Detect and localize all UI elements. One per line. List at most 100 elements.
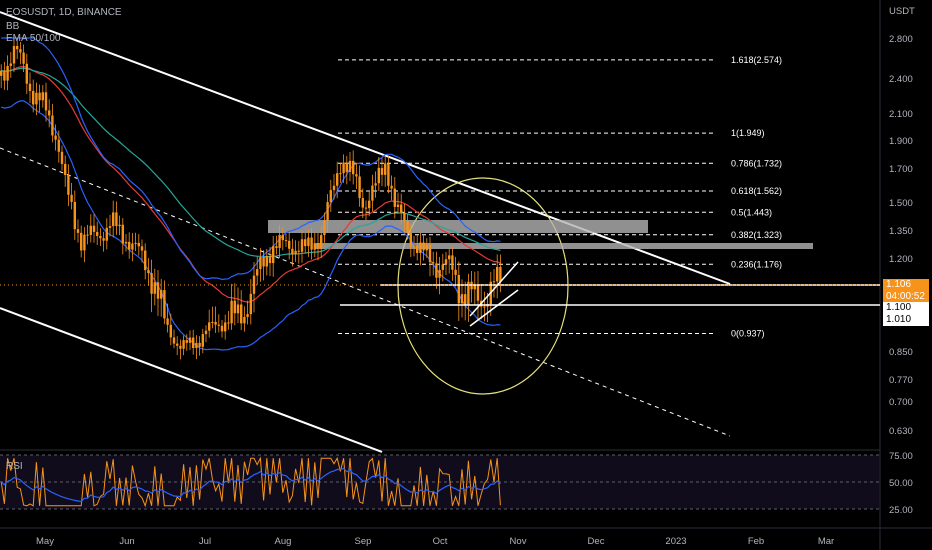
candle-body [310, 237, 313, 250]
candle-body [441, 264, 444, 270]
candle-body [243, 316, 246, 324]
candle-body [25, 63, 28, 84]
candle-body [457, 274, 460, 304]
candle-body [467, 281, 470, 306]
candle-body [342, 162, 345, 174]
rsi-tick-label: 50.00 [889, 478, 913, 489]
fib-level-label: 0(0.937) [731, 328, 765, 338]
candle-body [32, 90, 35, 105]
candle-body [358, 176, 361, 199]
candle-body [300, 239, 304, 252]
candle-body [201, 334, 204, 347]
candle-body [272, 246, 275, 264]
level-tag-1100: 1.100 [883, 302, 929, 314]
currency-label: USDT [889, 6, 915, 17]
candle-body [214, 321, 217, 325]
candle-body [422, 242, 425, 251]
candle-body [262, 257, 265, 267]
candle-body [185, 340, 188, 343]
resistance-zone-1 [268, 220, 648, 233]
candle-body [0, 70, 3, 76]
price-tick-label: 2.400 [889, 74, 913, 85]
candle-body [326, 202, 329, 221]
candle-body [316, 243, 320, 249]
ema100-line [1, 67, 501, 258]
candle-body [160, 290, 163, 299]
candle-body [19, 49, 22, 53]
candle-body [438, 269, 441, 278]
candle-body [432, 262, 435, 264]
price-tick-label: 0.630 [889, 426, 913, 437]
candle-body [217, 324, 220, 326]
candle-body [70, 194, 73, 202]
candle-body [124, 241, 128, 244]
candle-body [252, 275, 256, 294]
ema-legend: EMA 50/100 [6, 33, 61, 44]
time-tick-label: Nov [510, 536, 527, 547]
time-tick-label: Jun [119, 536, 134, 547]
rsi-tick-label: 25.00 [889, 505, 913, 516]
fib-level-label: 0.382(1.323) [731, 230, 782, 240]
candle-body [12, 45, 16, 64]
bb-legend: BB [6, 21, 20, 32]
candle-body [396, 204, 400, 207]
candle-body [492, 281, 496, 283]
candle-body [476, 284, 480, 301]
candle-body [179, 345, 182, 349]
resistance-zone-2 [316, 243, 813, 249]
fib-level-label: 0.618(1.562) [731, 186, 782, 196]
candle-body [473, 284, 476, 290]
price-tick-label: 2.100 [889, 109, 913, 120]
price-tick-label: 1.200 [889, 254, 913, 265]
candle-body [291, 248, 294, 255]
candle-body [163, 290, 166, 319]
candle-body [121, 224, 124, 244]
candle-body [144, 250, 147, 271]
candle-body [390, 185, 393, 189]
price-tick-label: 1.500 [889, 198, 913, 209]
candle-body [3, 70, 6, 81]
candle-body [240, 304, 243, 324]
candle-body [233, 300, 236, 314]
countdown-timer: 04:00:52 [886, 291, 925, 302]
candle-body [224, 322, 227, 332]
candle-body [339, 173, 342, 175]
candle-body [16, 45, 19, 50]
candle-body [364, 207, 368, 209]
rsi-tick-label: 75.00 [889, 451, 913, 462]
channel-lower-line [0, 307, 383, 453]
fib-level-label: 0.786(1.732) [731, 158, 782, 168]
candle-body [188, 337, 192, 343]
candle-body [249, 293, 252, 315]
candle-body [6, 65, 9, 81]
highlight-ellipse [397, 177, 569, 395]
candle-body [281, 235, 284, 241]
candle-body [329, 190, 332, 203]
candle-body [48, 110, 51, 116]
candle-body [371, 185, 374, 201]
candle-body [393, 188, 396, 207]
last-price-tag: 1.106 04:00:52 [883, 279, 929, 305]
fib-level-label: 0.236(1.176) [731, 259, 782, 269]
mini-channel-lower [469, 289, 519, 327]
candle-body [377, 167, 380, 184]
candle-body [403, 212, 406, 222]
time-tick-label: Aug [275, 536, 292, 547]
candle-body [22, 52, 25, 64]
time-tick-label: Mar [818, 536, 834, 547]
candle-body [268, 256, 272, 264]
candle-body [451, 255, 454, 270]
candle-body [320, 235, 323, 249]
candle-body [374, 183, 377, 186]
candle-body [313, 243, 316, 250]
candle-body [195, 342, 198, 349]
candle-body [150, 273, 153, 294]
price-tick-label: 1.350 [889, 226, 913, 237]
candle-body [416, 245, 419, 253]
candle-body [92, 225, 96, 232]
candle-body [496, 266, 499, 282]
time-tick-label: Jul [199, 536, 211, 547]
candle-body [284, 240, 288, 242]
candle-body [348, 160, 352, 172]
